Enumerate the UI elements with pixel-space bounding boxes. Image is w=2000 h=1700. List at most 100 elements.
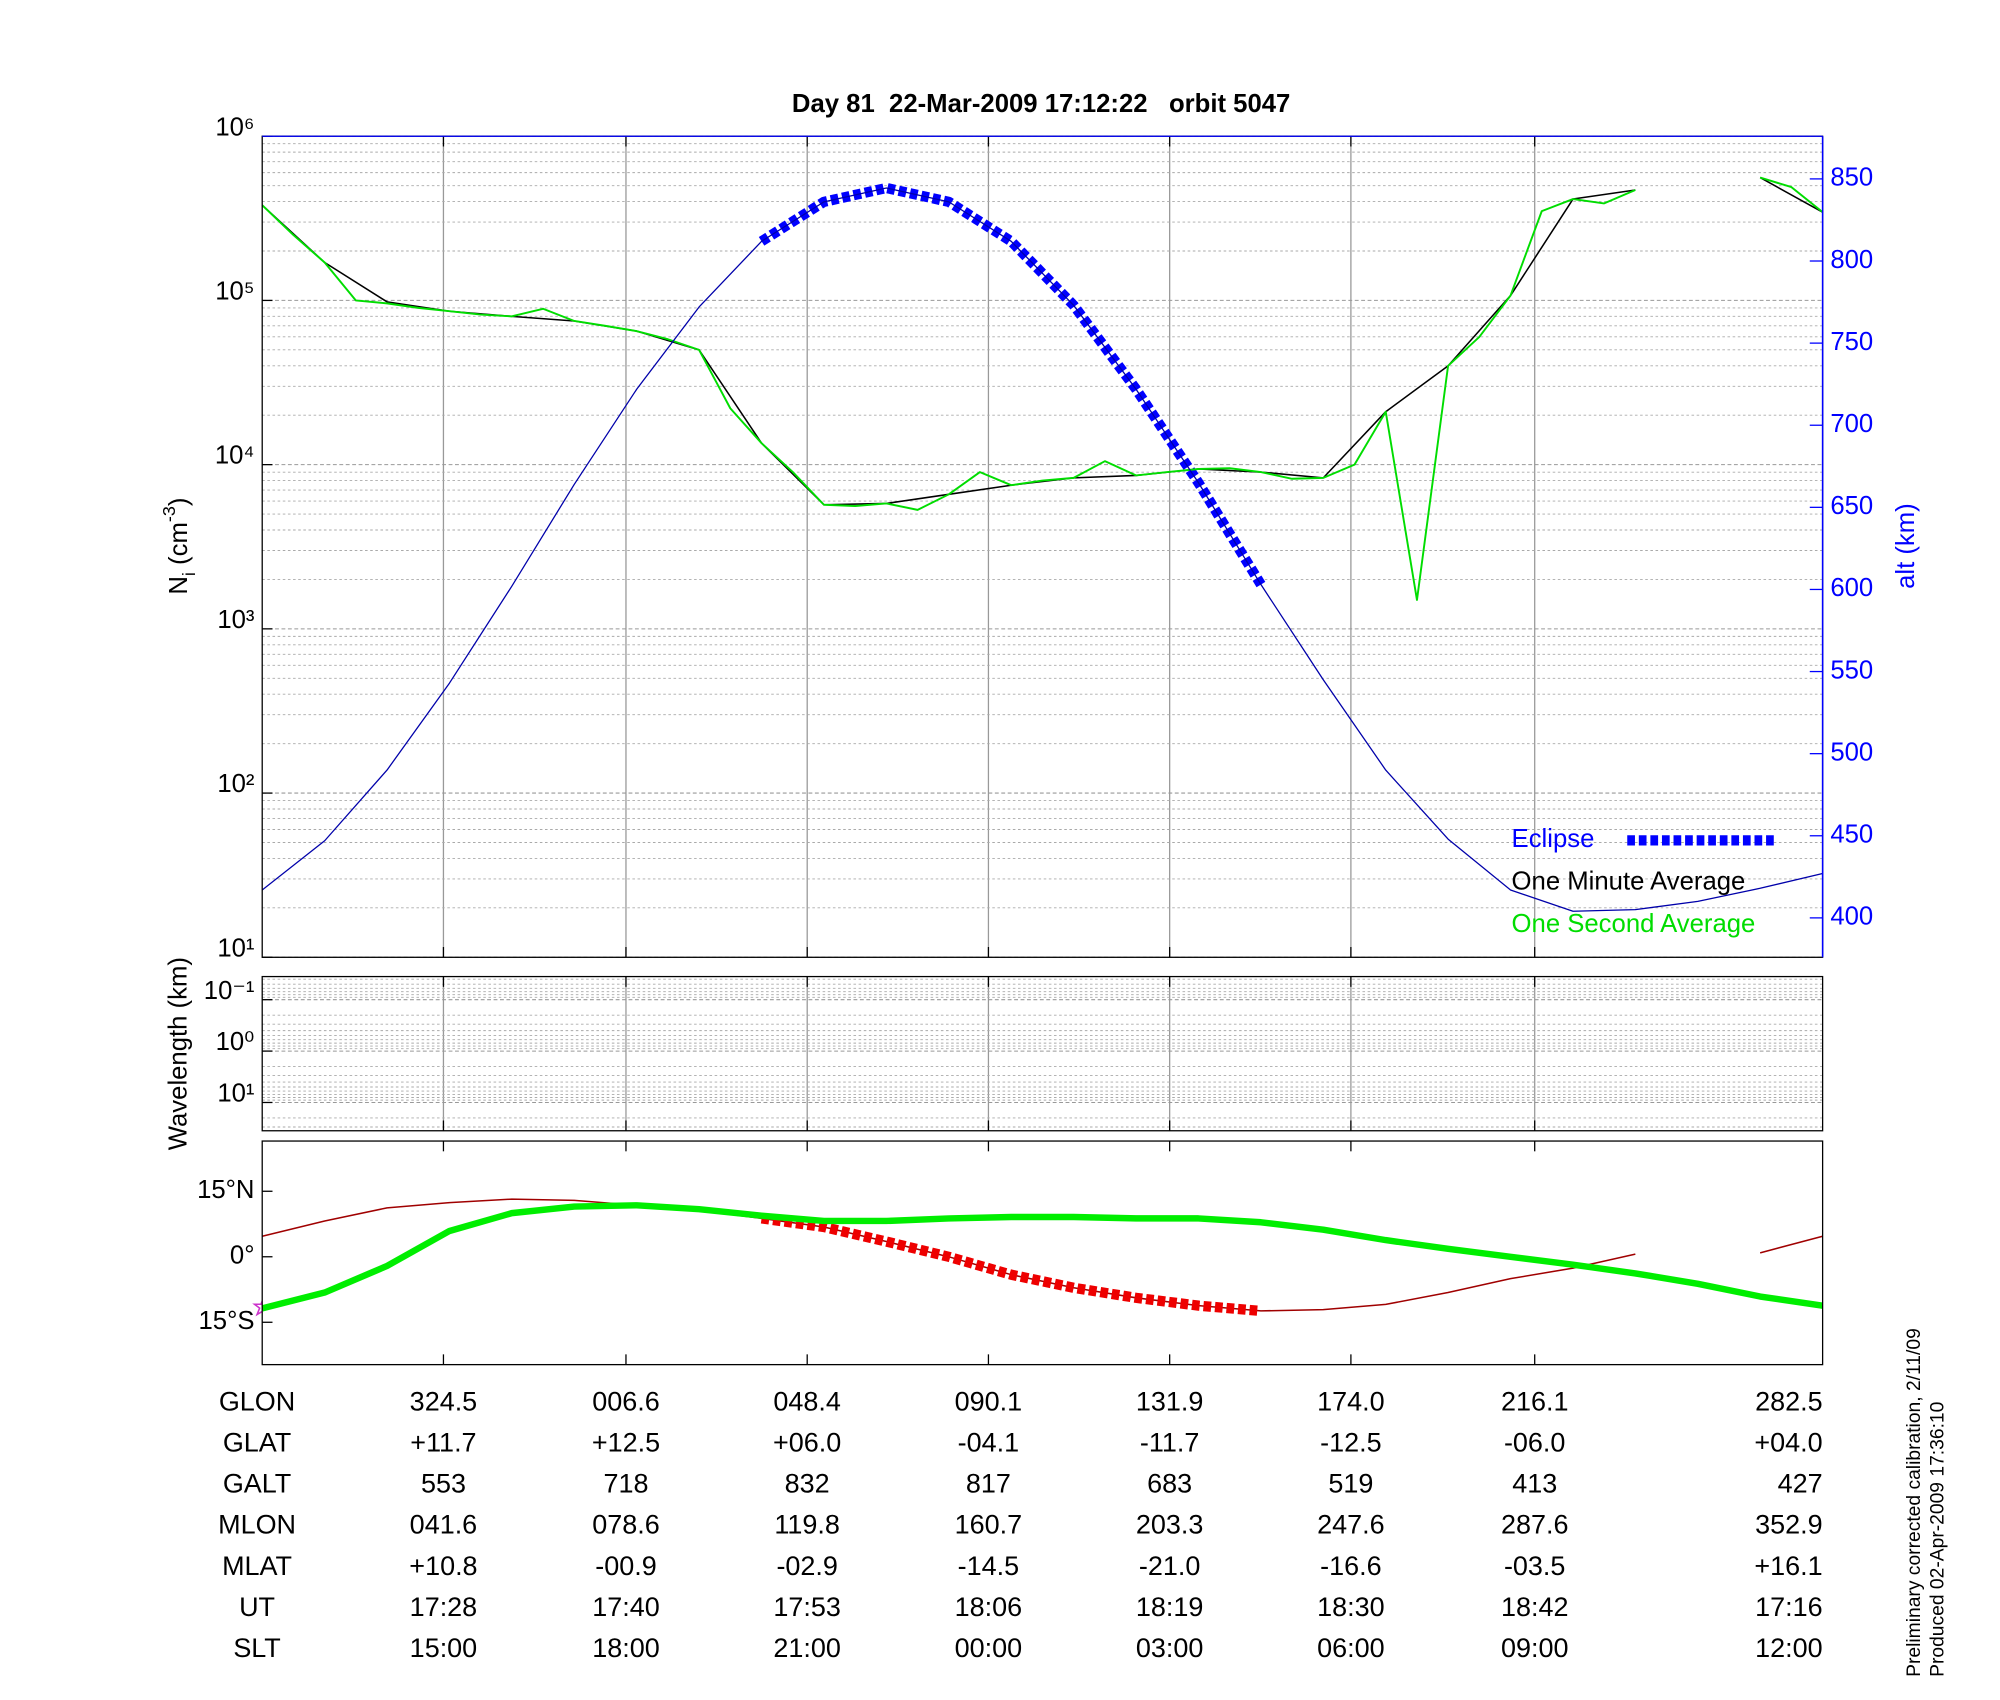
table-row-label: UT — [239, 1592, 275, 1622]
y-axis-label: Wavelength (km) — [165, 957, 193, 1150]
table-cell: +11.7 — [410, 1427, 476, 1457]
table-cell: 817 — [966, 1469, 1011, 1499]
table-row-label: MLAT — [222, 1551, 292, 1581]
y-tick-label: 10¹ — [217, 1080, 254, 1108]
table-cell: 15:00 — [410, 1633, 478, 1663]
table-cell: -12.5 — [1320, 1427, 1381, 1457]
table-cell: 17:40 — [592, 1592, 660, 1622]
table-cell: 160.7 — [955, 1510, 1023, 1540]
y2-tick-label: 850 — [1830, 164, 1873, 192]
table-cell: 203.3 — [1136, 1510, 1204, 1540]
y-tick-label: 10² — [217, 770, 255, 798]
table-cell: 17:16 — [1755, 1592, 1823, 1622]
plot-frame — [261, 975, 1824, 1132]
table-cell: 041.6 — [410, 1510, 478, 1540]
y2-tick-label: 750 — [1830, 328, 1873, 356]
table-cell: 553 — [421, 1469, 466, 1499]
table-cell: -14.5 — [958, 1551, 1019, 1581]
table-cell: 00:00 — [955, 1633, 1023, 1663]
table-cell: 17:53 — [773, 1592, 841, 1622]
table-cell: 247.6 — [1317, 1510, 1385, 1540]
table-cell: 413 — [1512, 1469, 1557, 1499]
data-line — [261, 1202, 1824, 1312]
table-cell: +16.1 — [1754, 1551, 1822, 1581]
y2-tick-label: 650 — [1830, 492, 1873, 520]
data-line — [261, 187, 1823, 912]
data-line — [261, 176, 1824, 601]
table-cell: 131.9 — [1136, 1386, 1204, 1416]
footnote: Produced 02-Apr-2009 17:36:10 — [1927, 1402, 1948, 1677]
table-row-label: MLON — [218, 1510, 296, 1540]
table-cell: 048.4 — [773, 1386, 841, 1416]
table-cell: 519 — [1328, 1469, 1373, 1499]
table-cell: 427 — [1778, 1469, 1823, 1499]
table-cell: 17:28 — [410, 1592, 478, 1622]
table-cell: +10.8 — [409, 1551, 477, 1581]
y-tick-label: 15°N — [197, 1176, 254, 1204]
plot-frame — [261, 1140, 1824, 1366]
table-cell: -02.9 — [776, 1551, 837, 1581]
y-label-part: -3 — [159, 506, 179, 522]
table-cell: 078.6 — [592, 1510, 660, 1540]
table-row-label: GLON — [219, 1386, 295, 1416]
table-cell: 18:19 — [1136, 1592, 1204, 1622]
table-cell: -03.5 — [1504, 1551, 1565, 1581]
y-label-part: ) — [165, 498, 193, 507]
table-cell: 18:42 — [1501, 1592, 1569, 1622]
y2-tick-label: 550 — [1830, 656, 1873, 684]
data-line — [760, 1213, 1262, 1317]
y2-tick-label: 500 — [1830, 738, 1873, 766]
table-cell: 03:00 — [1136, 1633, 1204, 1663]
table-cell: 718 — [603, 1469, 648, 1499]
table-cell: +04.0 — [1754, 1427, 1822, 1457]
y2-tick-label: 600 — [1830, 574, 1873, 602]
y-tick-label: 10⁰ — [216, 1028, 255, 1056]
table-cell: -21.0 — [1139, 1551, 1200, 1581]
table-cell: -00.9 — [595, 1551, 656, 1581]
y-tick-label: 10⁻¹ — [204, 977, 255, 1005]
table-cell: -06.0 — [1504, 1427, 1565, 1457]
chart-title: Day 81 22-Mar-2009 17:12:22 orbit 5047 — [792, 90, 1290, 118]
table-cell: 119.8 — [774, 1510, 840, 1540]
table-cell: 324.5 — [410, 1386, 478, 1416]
table-cell: 287.6 — [1501, 1510, 1569, 1540]
table-cell: 18:06 — [955, 1592, 1023, 1622]
y-tick-label: 10⁶ — [215, 113, 254, 141]
y-label-part: N — [165, 576, 193, 595]
table-cell: -11.7 — [1140, 1427, 1199, 1457]
table-cell: 21:00 — [773, 1633, 841, 1663]
y-tick-label: 0° — [230, 1242, 255, 1270]
table-cell: 006.6 — [592, 1386, 660, 1416]
table-row-label: SLT — [233, 1633, 280, 1663]
table-cell: 09:00 — [1501, 1633, 1569, 1663]
y-tick-label: 15°S — [199, 1307, 255, 1335]
table-cell: 282.5 — [1755, 1386, 1823, 1416]
table-cell: 352.9 — [1755, 1510, 1823, 1540]
table-cell: 683 — [1147, 1469, 1192, 1499]
table-cell: 832 — [785, 1469, 830, 1499]
table-cell: +12.5 — [592, 1427, 660, 1457]
y2-tick-label: 400 — [1830, 903, 1873, 931]
table-cell: 18:30 — [1317, 1592, 1385, 1622]
legend-label: Eclipse — [1512, 825, 1595, 853]
table-cell: -16.6 — [1320, 1551, 1381, 1581]
table-cell: 090.1 — [955, 1386, 1023, 1416]
y2-tick-label: 700 — [1830, 410, 1873, 438]
y-tick-label: 10⁵ — [215, 277, 254, 305]
y2-axis-label: alt (km) — [1892, 503, 1920, 589]
table-cell: 12:00 — [1755, 1633, 1823, 1663]
legend-label: One Second Average — [1512, 910, 1756, 938]
y2-tick-label: 800 — [1830, 246, 1873, 274]
table-row-label: GALT — [223, 1469, 291, 1499]
y-tick-label: 10¹ — [217, 934, 254, 962]
y-axis-label: Ni (cm-3) — [159, 498, 199, 595]
table-cell: 18:00 — [592, 1633, 660, 1663]
y-label-part: (cm — [165, 522, 193, 572]
y-tick-label: 10⁴ — [215, 442, 255, 470]
table-cell: +06.0 — [773, 1427, 841, 1457]
plot-area — [262, 976, 1823, 1131]
table-cell: 06:00 — [1317, 1633, 1385, 1663]
plot-area — [262, 1141, 1823, 1365]
